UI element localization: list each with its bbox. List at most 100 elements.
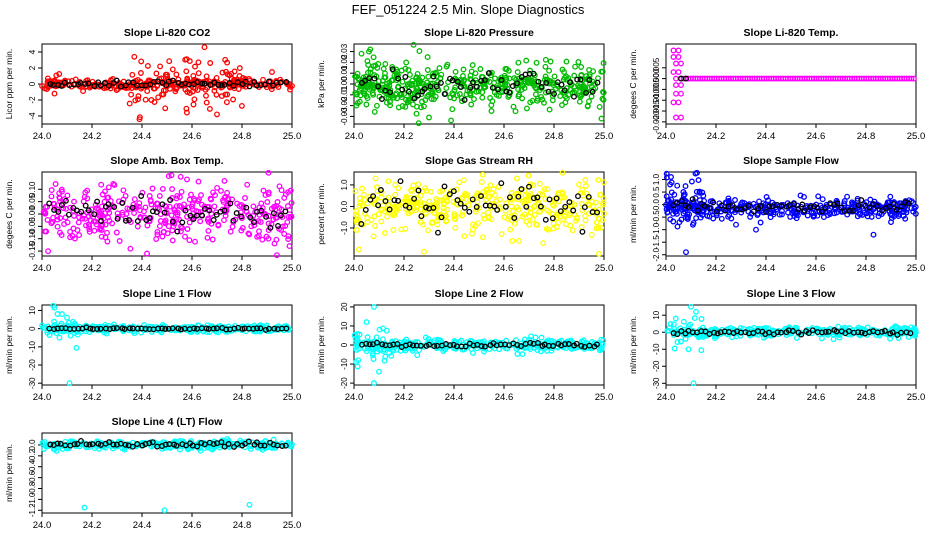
reference-point (51, 326, 57, 333)
reference-point (97, 82, 104, 89)
data-point (236, 203, 243, 209)
data-point (105, 214, 111, 221)
reference-point (750, 208, 757, 215)
y-tick-label: -1.2 (28, 503, 37, 517)
plot-frame (41, 304, 293, 386)
reference-point (566, 199, 573, 206)
data-point (93, 221, 100, 228)
reference-point (809, 327, 816, 334)
reference-point (545, 88, 552, 95)
data-point (410, 41, 417, 48)
reference-point (62, 197, 69, 204)
x-tick-label: 24.8 (233, 131, 252, 142)
reference-point (117, 83, 124, 90)
data-point (374, 64, 381, 71)
data-point (367, 69, 374, 76)
reference-point (435, 229, 441, 236)
data-point (56, 71, 63, 77)
data-point (186, 237, 193, 244)
reference-point (489, 84, 496, 91)
data-point (598, 68, 605, 75)
data-point (256, 228, 262, 235)
reference-point (105, 201, 112, 208)
data-point (699, 189, 706, 196)
data-point (582, 177, 589, 183)
reference-point (526, 70, 533, 77)
y-tick-label: -30 (28, 377, 37, 389)
reference-point (750, 330, 757, 336)
data-point (48, 187, 55, 194)
reference-point (819, 329, 825, 336)
reference-point (583, 89, 589, 96)
reference-point (121, 326, 128, 333)
x-tick-label: 24.2 (83, 131, 102, 142)
x-tick-label: 24.2 (395, 131, 414, 142)
reference-point (106, 82, 112, 89)
reference-point (874, 203, 881, 210)
data-point (389, 63, 396, 70)
x-tick-label: 24.8 (233, 520, 252, 531)
data-point (383, 327, 390, 334)
data-point (99, 191, 106, 198)
reference-point (535, 78, 542, 85)
data-point (525, 172, 532, 179)
data-point (673, 114, 679, 121)
data-point (392, 191, 399, 198)
data-point (434, 221, 441, 228)
reference-point (378, 96, 385, 102)
data-point (351, 332, 358, 339)
data-point (44, 216, 51, 223)
data-point (420, 103, 427, 110)
y-tick-label: -0.015 (652, 99, 661, 122)
data-point (137, 214, 144, 220)
reference-point (846, 328, 852, 335)
reference-point (831, 201, 838, 208)
data-point (523, 218, 530, 225)
reference-point (234, 79, 241, 86)
data-point (183, 105, 190, 112)
data-point (452, 68, 459, 75)
reference-point (169, 77, 176, 84)
reference-point (562, 341, 568, 348)
data-point (356, 76, 363, 83)
reference-point (110, 325, 117, 332)
data-point (912, 210, 919, 217)
data-point (276, 183, 283, 190)
data-point (680, 318, 687, 325)
data-point (520, 198, 527, 205)
y-tick-label: 10 (340, 321, 349, 330)
data-point (48, 220, 55, 227)
chart-title: Slope Line 3 Flow (747, 288, 837, 300)
data-point (183, 109, 190, 116)
data-point (123, 210, 130, 217)
data-point (364, 334, 371, 341)
data-point (376, 326, 383, 333)
reference-point (174, 228, 181, 235)
data-point (393, 346, 400, 353)
data-point (169, 227, 176, 234)
data-point (120, 187, 127, 194)
reference-point (246, 83, 253, 90)
data-point (523, 343, 530, 350)
x-tick-label: 24.0 (33, 131, 52, 142)
data-point (360, 90, 367, 97)
data-point (592, 85, 599, 92)
data-point (402, 103, 409, 110)
data-point (600, 179, 607, 186)
data-point (371, 108, 378, 115)
data-point (900, 208, 907, 215)
data-point (501, 72, 508, 79)
data-point (155, 94, 162, 101)
data-point (579, 186, 585, 193)
outlier-point (184, 176, 190, 183)
data-point (372, 175, 379, 182)
data-point (132, 97, 139, 104)
y-tick-label: -2.0 (652, 247, 661, 261)
data-point (354, 213, 361, 220)
data-point (379, 206, 385, 213)
data-point (688, 178, 695, 185)
reference-point (454, 197, 461, 204)
data-point (405, 67, 412, 73)
data-point (407, 195, 414, 201)
y-tick-label: 0 (28, 81, 37, 86)
